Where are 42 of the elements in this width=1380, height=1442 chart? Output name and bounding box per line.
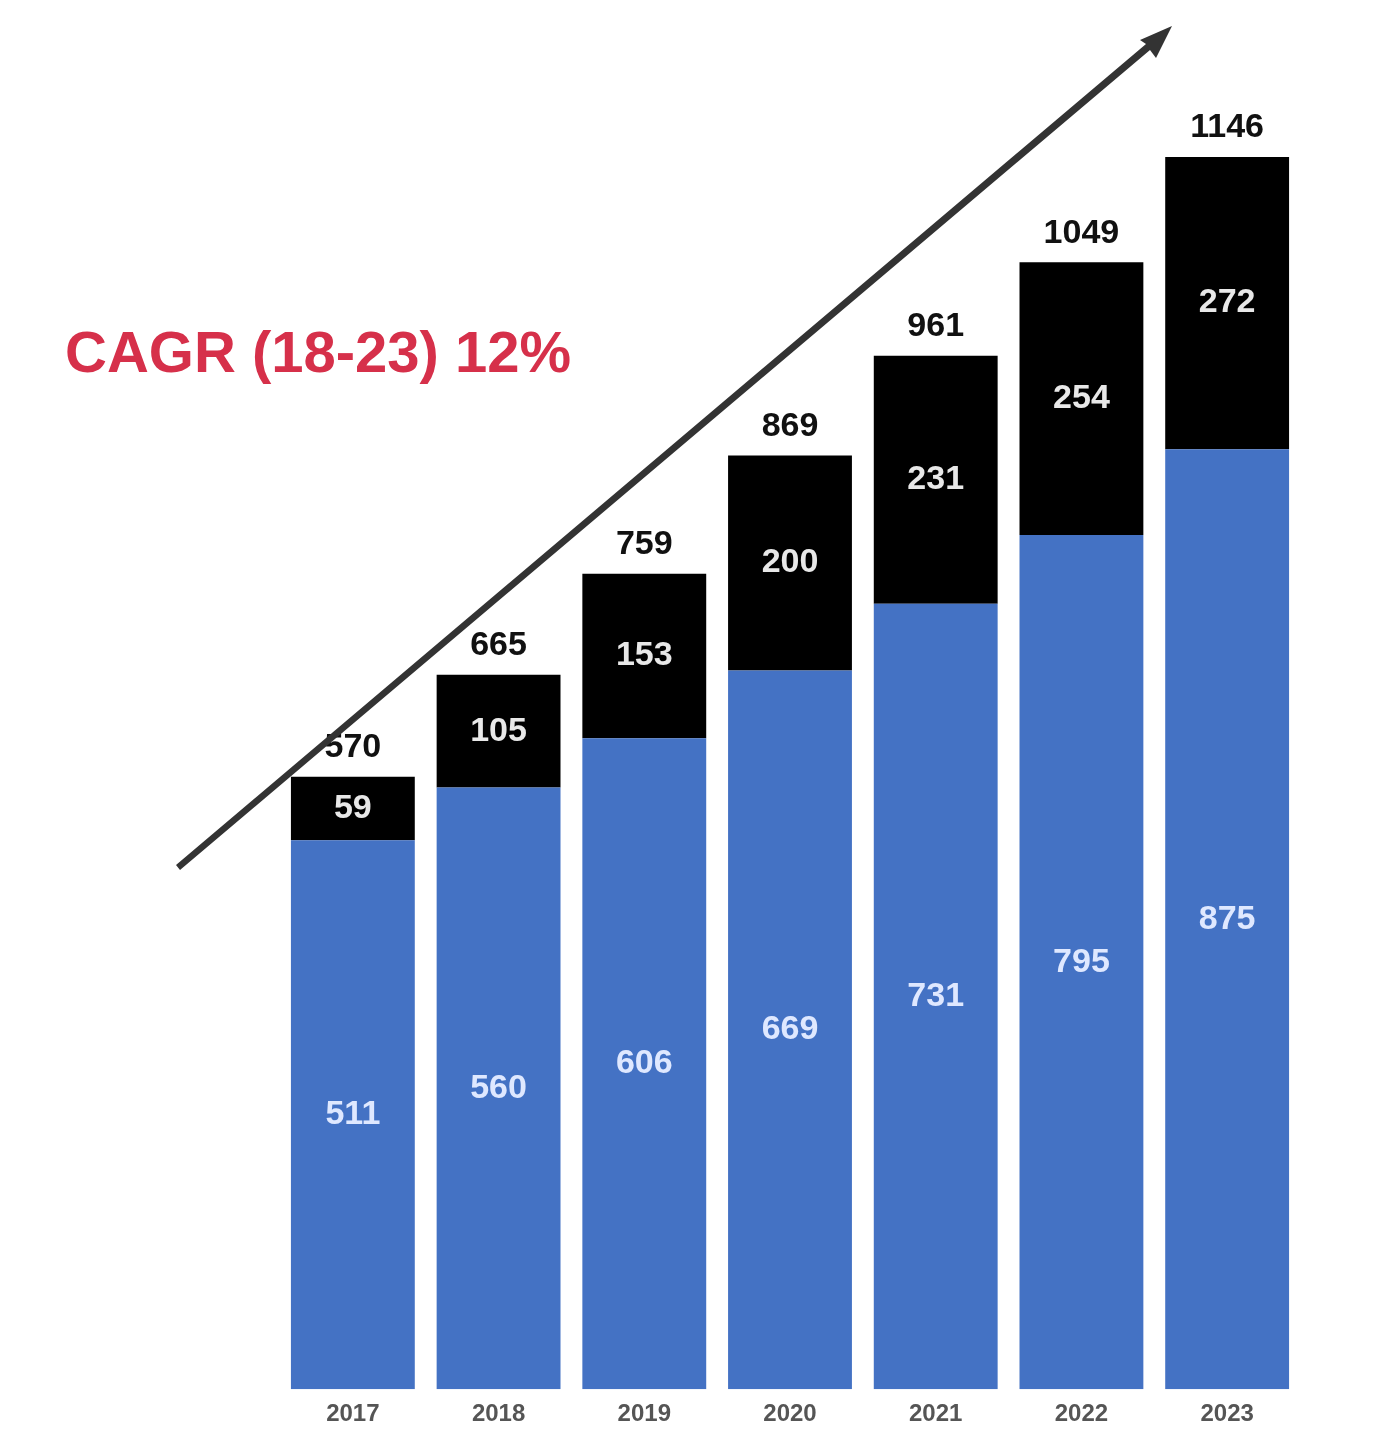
bar bbox=[582, 573, 707, 739]
x-tick-label: 2017 bbox=[326, 1399, 380, 1427]
data-label: 105 bbox=[470, 709, 527, 748]
x-tick-label: 2019 bbox=[617, 1399, 671, 1427]
data-label: 669 bbox=[761, 1008, 819, 1047]
bar bbox=[873, 603, 998, 1390]
total-label: 665 bbox=[470, 624, 527, 663]
data-label: 231 bbox=[907, 458, 965, 497]
bar bbox=[728, 670, 852, 1390]
bar bbox=[1019, 535, 1144, 1390]
total-label: 869 bbox=[761, 404, 819, 443]
bar bbox=[436, 674, 561, 788]
bar bbox=[1019, 262, 1144, 536]
total-label: 759 bbox=[615, 523, 673, 562]
data-label: 731 bbox=[907, 974, 965, 1013]
data-label: 795 bbox=[1053, 940, 1110, 979]
bar bbox=[873, 355, 998, 604]
x-tick-label: 2020 bbox=[763, 1399, 817, 1427]
bar bbox=[1165, 449, 1290, 1390]
total-label: 1146 bbox=[1190, 106, 1265, 145]
data-label: 272 bbox=[1198, 281, 1256, 320]
data-label: 254 bbox=[1053, 377, 1110, 416]
data-label: 59 bbox=[333, 786, 372, 825]
bar bbox=[728, 455, 852, 671]
bar bbox=[1165, 156, 1290, 450]
data-label: 875 bbox=[1198, 897, 1256, 936]
x-tick-label: 2022 bbox=[1054, 1399, 1109, 1427]
data-label: 200 bbox=[761, 541, 819, 580]
data-label: 606 bbox=[615, 1042, 673, 1081]
bar bbox=[582, 738, 707, 1390]
data-label: 511 bbox=[325, 1093, 381, 1132]
bar bbox=[290, 840, 415, 1390]
bar bbox=[436, 787, 561, 1390]
x-tick-label: 2021 bbox=[909, 1399, 963, 1427]
data-label: 153 bbox=[615, 634, 673, 673]
total-label: 1049 bbox=[1043, 211, 1120, 250]
total-label: 961 bbox=[907, 305, 965, 344]
bar bbox=[290, 776, 415, 841]
x-tick-label: 2023 bbox=[1200, 1399, 1254, 1427]
x-tick-label: 2018 bbox=[471, 1399, 526, 1427]
annotation: CAGR (18-23) 12% bbox=[65, 318, 572, 385]
data-label: 560 bbox=[470, 1066, 527, 1105]
